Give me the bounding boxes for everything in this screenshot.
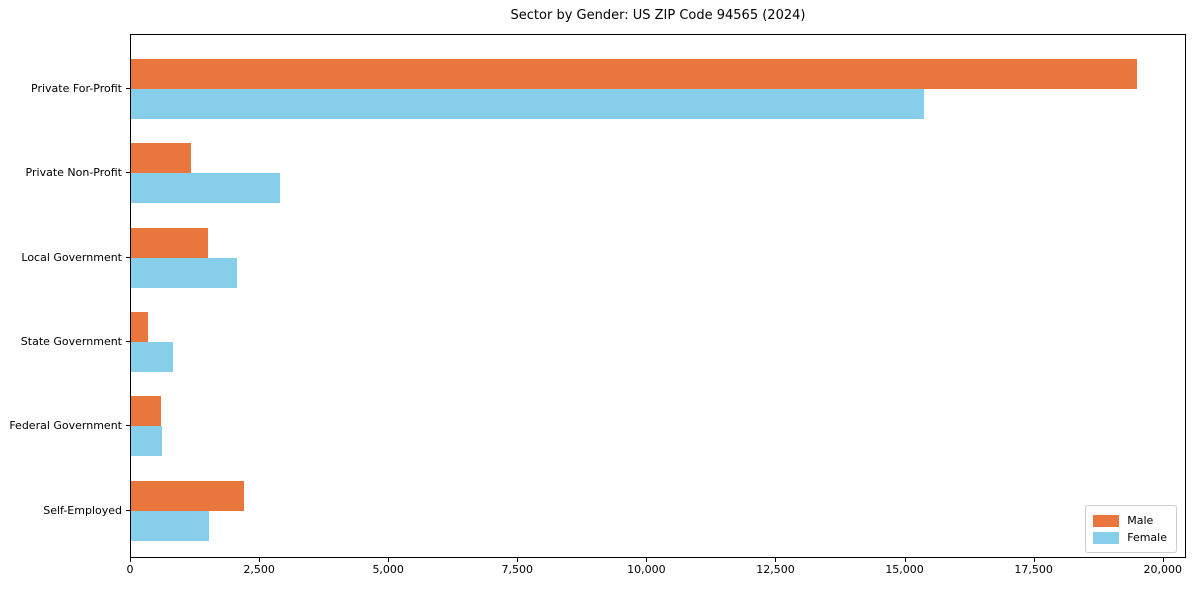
female-bar-4 [131, 341, 173, 372]
x-tick-mark [646, 558, 648, 562]
legend-item-male: Male [1093, 512, 1167, 529]
male-bar-2 [131, 143, 191, 174]
x-tick-label: 10,000 [627, 563, 666, 576]
y-tick-label: Federal Government [9, 419, 122, 433]
y-tick-mark [126, 340, 130, 342]
y-tick-mark [126, 425, 130, 427]
legend-label: Female [1127, 531, 1167, 544]
x-tick-mark [775, 558, 777, 562]
male-bar-5 [131, 396, 161, 427]
female-bar-1 [131, 89, 924, 119]
legend-item-female: Female [1093, 529, 1167, 546]
x-tick-label: 17,500 [1014, 563, 1053, 576]
male-bar-6 [131, 480, 244, 511]
y-tick-label: Self-Employed [43, 503, 122, 517]
female-bar-6 [131, 510, 209, 541]
y-tick-mark [126, 256, 130, 258]
x-tick-mark [1033, 558, 1035, 562]
female-swatch-icon [1093, 531, 1120, 544]
x-tick-label: 20,000 [1143, 563, 1183, 576]
x-tick-label: 0 [126, 563, 134, 576]
female-bar-2 [131, 173, 280, 204]
chart-title: Sector by Gender: US ZIP Code 94565 (202… [510, 8, 806, 23]
y-tick-mark [126, 88, 130, 89]
x-tick-mark [130, 558, 131, 562]
male-bar-1 [131, 59, 1137, 89]
x-tick-label: 15,000 [885, 563, 924, 576]
male-swatch-icon [1093, 514, 1120, 527]
x-tick-label: 12,500 [756, 563, 795, 576]
male-bar-4 [131, 311, 148, 342]
y-tick-mark [126, 172, 130, 174]
x-tick-mark [517, 558, 519, 562]
female-bar-5 [131, 426, 162, 457]
x-tick-mark [388, 558, 390, 562]
female-bar-3 [131, 257, 237, 288]
y-tick-mark [126, 509, 130, 511]
x-tick-mark [259, 558, 261, 562]
y-tick-label: Private Non-Profit [25, 166, 122, 180]
y-tick-label: Private For-Profit [31, 82, 122, 95]
y-tick-label: Local Government [21, 250, 122, 264]
legend: Male Female [1085, 505, 1177, 553]
x-tick-mark [904, 558, 906, 562]
x-tick-mark [1162, 558, 1164, 562]
y-tick-label: State Government [20, 334, 122, 348]
x-tick-label: 2,500 [243, 563, 275, 576]
male-bar-3 [131, 227, 208, 258]
legend-label: Male [1127, 514, 1154, 527]
plot-area: Male Female [130, 34, 1186, 558]
x-tick-label: 7,500 [501, 563, 534, 576]
x-tick-label: 5,000 [372, 563, 404, 576]
